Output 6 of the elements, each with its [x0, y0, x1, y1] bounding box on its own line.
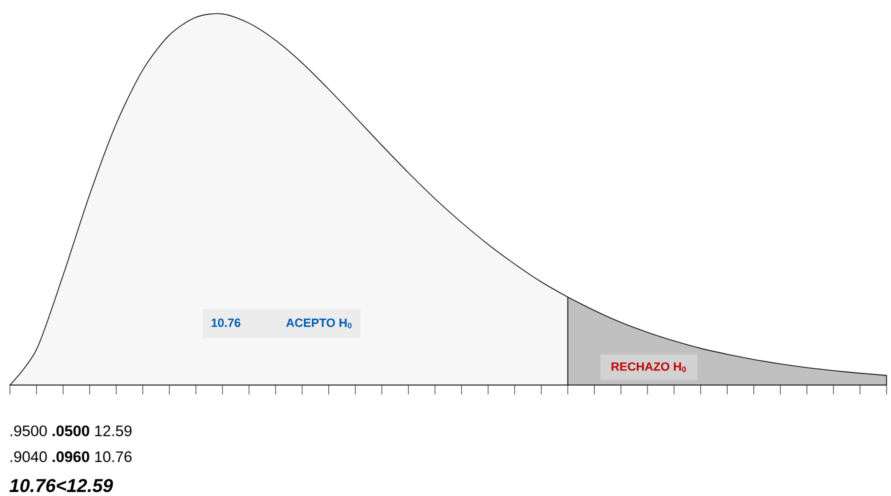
text: .9500 .0500 12.59	[10, 426, 132, 436]
annotation: 10.76	[212, 318, 240, 328]
text: 10.76<12.59	[10, 479, 113, 492]
annotation: RECHAZO H$_{0}$	[612, 362, 686, 372]
text: .9040 .0960 10.76	[10, 452, 132, 462]
annotation: ACEPTO H$_{0}$	[286, 318, 352, 329]
